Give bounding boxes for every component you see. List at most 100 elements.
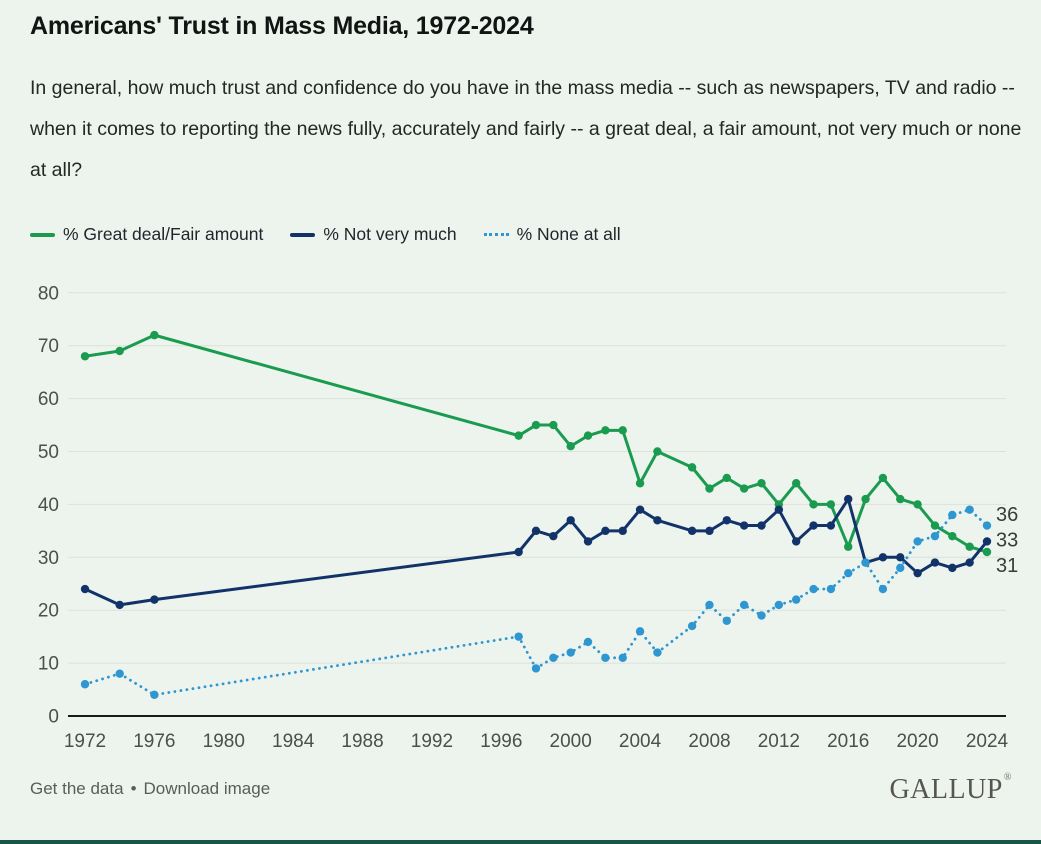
- data-point: [566, 442, 575, 451]
- footer-links: Get the data • Download image: [30, 779, 270, 799]
- data-point: [861, 558, 870, 567]
- data-point: [844, 568, 853, 578]
- data-point: [982, 521, 992, 530]
- data-point: [791, 595, 801, 604]
- svg-text:2004: 2004: [619, 731, 662, 752]
- end-value-label: 31: [996, 555, 1018, 577]
- data-point: [913, 568, 922, 578]
- data-point: [774, 505, 784, 514]
- data-point: [878, 584, 888, 594]
- data-point: [514, 547, 523, 557]
- data-point: [757, 611, 766, 620]
- legend-dotted-line-swatch-icon: [483, 233, 509, 236]
- data-point: [115, 600, 124, 610]
- data-point: [878, 473, 888, 483]
- data-point: [722, 516, 732, 525]
- data-point: [653, 648, 662, 657]
- data-point: [930, 531, 940, 541]
- svg-text:60: 60: [38, 389, 59, 410]
- data-point: [80, 584, 90, 594]
- end-value-label: 33: [996, 530, 1018, 552]
- legend-item-label: % Not very much: [323, 224, 457, 244]
- data-point: [601, 653, 610, 663]
- data-point: [982, 547, 992, 557]
- data-point: [80, 680, 90, 689]
- data-point: [635, 505, 645, 514]
- end-value-label: 36: [996, 504, 1018, 526]
- data-point: [150, 330, 159, 340]
- series-0-line: [80, 330, 992, 557]
- data-point: [809, 584, 818, 594]
- data-point: [583, 537, 593, 546]
- data-point: [531, 664, 541, 673]
- svg-text:2024: 2024: [966, 731, 1009, 752]
- legend-item-label: % Great deal/Fair amount: [63, 224, 264, 244]
- svg-text:70: 70: [38, 336, 59, 357]
- data-point: [826, 521, 836, 530]
- svg-text:1972: 1972: [64, 731, 106, 752]
- data-point: [115, 346, 124, 356]
- svg-text:1980: 1980: [203, 731, 245, 752]
- data-point: [687, 621, 697, 631]
- data-point: [913, 537, 922, 546]
- registered-mark: ®: [1003, 772, 1012, 783]
- svg-text:80: 80: [38, 283, 59, 304]
- data-point: [549, 420, 558, 430]
- data-point: [982, 537, 992, 546]
- data-point: [965, 558, 974, 567]
- data-point: [618, 653, 627, 663]
- data-point: [531, 526, 541, 536]
- svg-text:1996: 1996: [480, 731, 522, 752]
- x-axis-tick-labels: 1972 1976 1980 1984 1988 1992 1996 2000 2004 2008…: [64, 731, 1009, 752]
- svg-text:2000: 2000: [550, 731, 592, 752]
- svg-text:2016: 2016: [827, 731, 869, 752]
- data-point: [844, 542, 853, 551]
- data-point: [549, 531, 558, 541]
- legend-item-label: % None at all: [516, 224, 621, 244]
- data-point: [757, 479, 766, 488]
- data-point: [566, 516, 575, 525]
- data-point: [635, 479, 645, 488]
- data-point: [861, 494, 870, 504]
- data-point: [618, 426, 627, 435]
- data-point: [896, 494, 905, 504]
- gallup-logo: GALLUP®: [889, 772, 1012, 805]
- svg-text:0: 0: [48, 707, 59, 728]
- data-point: [791, 479, 801, 488]
- data-point: [791, 537, 801, 546]
- y-axis-tick-labels: 0 10 20 30 40 50 60 70 80: [38, 283, 59, 727]
- data-point: [566, 648, 575, 657]
- series-1-line: [80, 494, 992, 610]
- data-point: [826, 500, 836, 509]
- data-point: [531, 420, 541, 430]
- data-point: [948, 531, 957, 541]
- footer-separator: •: [130, 779, 137, 798]
- y-gridlines: [68, 292, 1006, 717]
- bottom-accent-bar: [0, 840, 1041, 844]
- legend-solid-line-swatch-icon: [290, 232, 316, 237]
- data-point: [757, 521, 766, 530]
- data-point: [687, 463, 697, 472]
- data-point: [913, 500, 922, 509]
- data-point: [705, 526, 714, 536]
- end-value-labels: 36 33 31: [996, 504, 1018, 577]
- data-point: [653, 516, 662, 525]
- data-point: [705, 484, 714, 493]
- download-image-link[interactable]: Download image: [143, 779, 271, 798]
- data-point: [583, 637, 593, 647]
- svg-text:50: 50: [38, 442, 59, 463]
- data-point: [583, 431, 593, 440]
- get-the-data-link[interactable]: Get the data: [30, 779, 124, 798]
- legend-item-1: % Not very much: [290, 224, 457, 245]
- data-point: [739, 484, 749, 493]
- svg-text:2020: 2020: [896, 731, 938, 752]
- data-point: [618, 526, 627, 536]
- svg-text:1976: 1976: [133, 731, 175, 752]
- svg-text:40: 40: [38, 495, 59, 516]
- data-point: [774, 600, 784, 610]
- data-point: [115, 669, 124, 678]
- data-point: [514, 431, 523, 440]
- data-point: [739, 600, 749, 610]
